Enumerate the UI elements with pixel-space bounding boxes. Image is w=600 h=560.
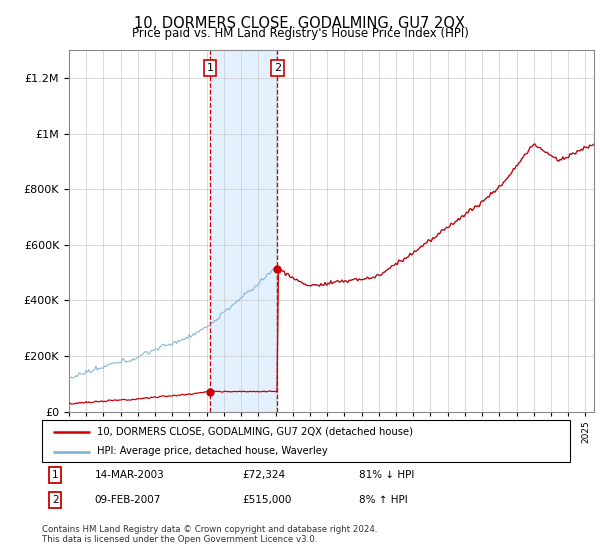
Text: £515,000: £515,000 bbox=[242, 494, 292, 505]
Text: 10, DORMERS CLOSE, GODALMING, GU7 2QX: 10, DORMERS CLOSE, GODALMING, GU7 2QX bbox=[134, 16, 466, 31]
Text: 2: 2 bbox=[274, 63, 281, 73]
Text: Contains HM Land Registry data © Crown copyright and database right 2024.: Contains HM Land Registry data © Crown c… bbox=[42, 525, 377, 534]
Text: Price paid vs. HM Land Registry's House Price Index (HPI): Price paid vs. HM Land Registry's House … bbox=[131, 27, 469, 40]
Text: 8% ↑ HPI: 8% ↑ HPI bbox=[359, 494, 407, 505]
Text: This data is licensed under the Open Government Licence v3.0.: This data is licensed under the Open Gov… bbox=[42, 535, 317, 544]
Bar bbox=[210, 50, 277, 412]
Text: 1: 1 bbox=[52, 470, 59, 480]
Text: £72,324: £72,324 bbox=[242, 470, 286, 480]
Text: 10, DORMERS CLOSE, GODALMING, GU7 2QX (detached house): 10, DORMERS CLOSE, GODALMING, GU7 2QX (d… bbox=[97, 427, 413, 437]
Text: 81% ↓ HPI: 81% ↓ HPI bbox=[359, 470, 414, 480]
Text: 09-FEB-2007: 09-FEB-2007 bbox=[95, 494, 161, 505]
Text: 14-MAR-2003: 14-MAR-2003 bbox=[95, 470, 164, 480]
Text: 2: 2 bbox=[52, 494, 59, 505]
Text: 1: 1 bbox=[206, 63, 214, 73]
Text: HPI: Average price, detached house, Waverley: HPI: Average price, detached house, Wave… bbox=[97, 446, 328, 456]
